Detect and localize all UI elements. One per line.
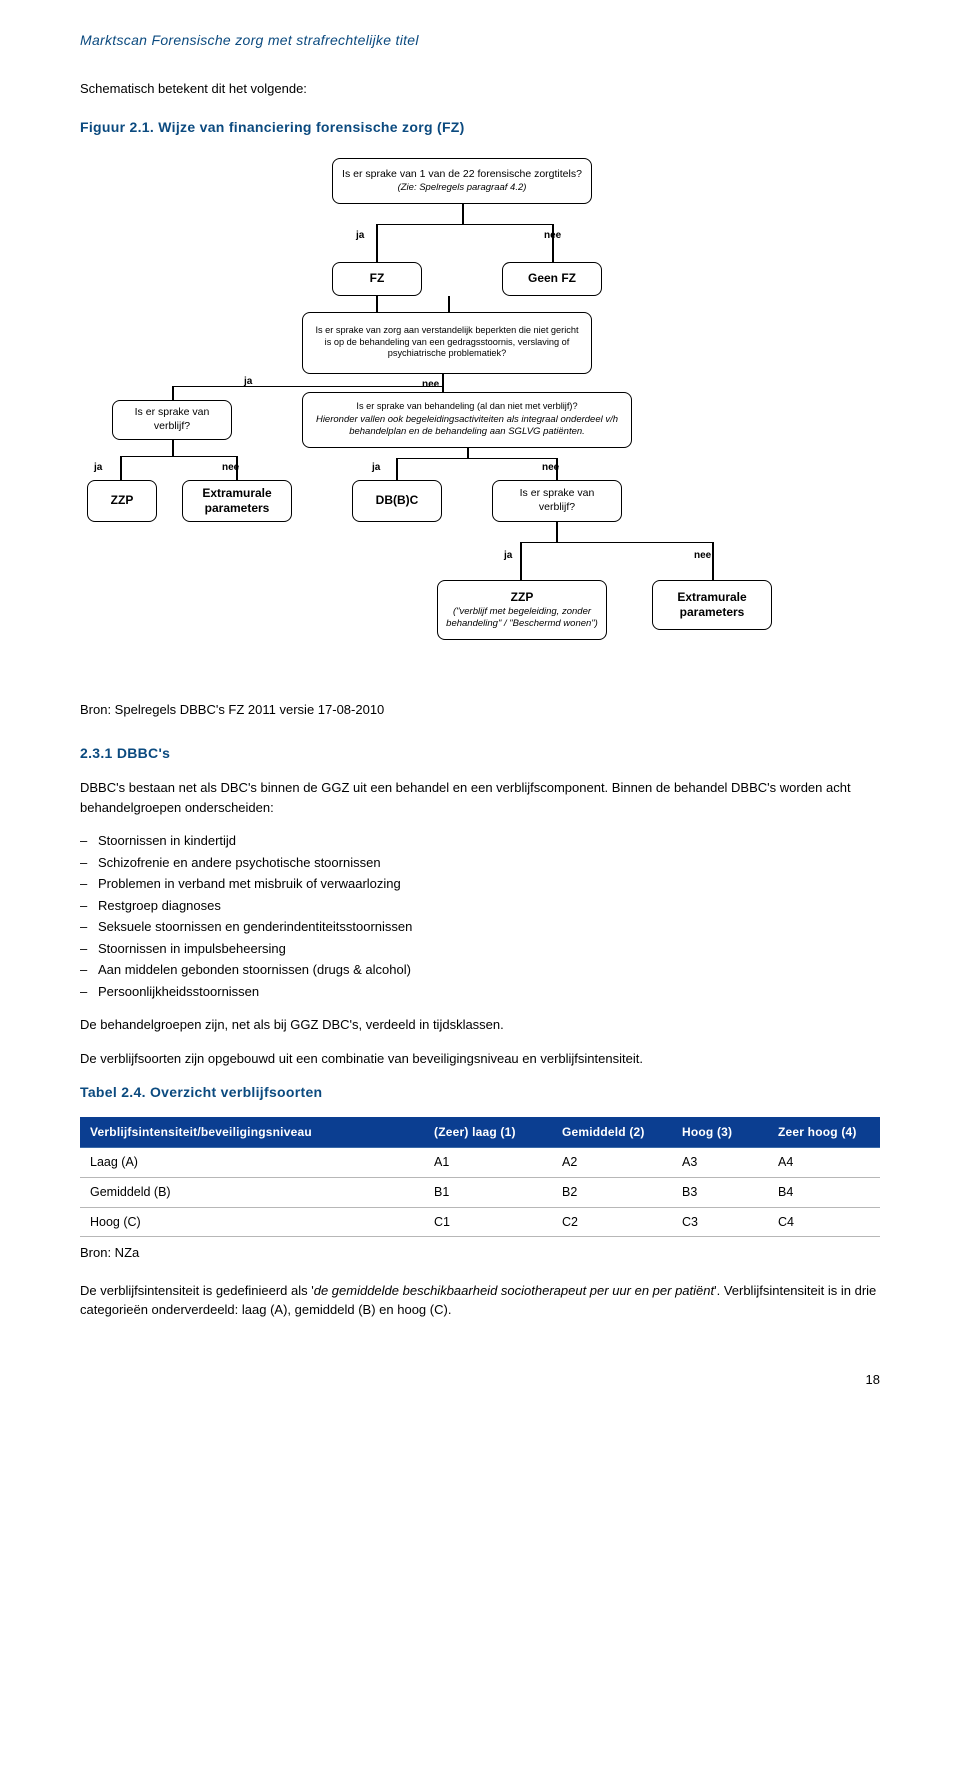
table-row: Gemiddeld (B)B1B2B3B4 (80, 1177, 880, 1207)
flowchart-connector (520, 542, 712, 544)
table-cell: A1 (424, 1148, 552, 1178)
list-item: Problemen in verband met misbruik of ver… (80, 874, 880, 894)
table-header-cell: Gemiddeld (2) (552, 1117, 672, 1148)
flowchart-connector (376, 296, 378, 312)
flowchart-node: Extramurale parameters (182, 480, 292, 522)
table-cell: C3 (672, 1207, 768, 1237)
flowchart-label: ja (372, 460, 380, 475)
table-header-cell: (Zeer) laag (1) (424, 1117, 552, 1148)
table-cell: Gemiddeld (B) (80, 1177, 424, 1207)
table-cell: C2 (552, 1207, 672, 1237)
closing-a: De verblijfsintensiteit is gedefinieerd … (80, 1283, 314, 1298)
flowchart-node: Is er sprake van verblijf? (112, 400, 232, 440)
list-item: Stoornissen in kindertijd (80, 831, 880, 851)
table-row: Hoog (C)C1C2C3C4 (80, 1207, 880, 1237)
table-cell: A4 (768, 1148, 880, 1178)
table-header-cell: Verblijfsintensiteit/beveiligingsniveau (80, 1117, 424, 1148)
figure-source: Bron: Spelregels DBBC's FZ 2011 versie 1… (80, 700, 880, 720)
doc-header: Marktscan Forensische zorg met strafrech… (80, 30, 880, 51)
list-item: Seksuele stoornissen en genderindentitei… (80, 917, 880, 937)
flowchart-connector (376, 312, 448, 314)
table-cell: C4 (768, 1207, 880, 1237)
list-item: Aan middelen gebonden stoornissen (drugs… (80, 960, 880, 980)
table-header-cell: Hoog (3) (672, 1117, 768, 1148)
flowchart-label: nee (694, 548, 711, 563)
table-cell: A2 (552, 1148, 672, 1178)
section-para-2: De behandelgroepen zijn, net als bij GGZ… (80, 1015, 880, 1035)
intro-text: Schematisch betekent dit het volgende: (80, 79, 880, 99)
list-item: Schizofrenie en andere psychotische stoo… (80, 853, 880, 873)
flowchart-node: FZ (332, 262, 422, 296)
table-caption: Tabel 2.4. Overzicht verblijfsoorten (80, 1082, 880, 1103)
table-cell: B1 (424, 1177, 552, 1207)
flowchart-node: Is er sprake van zorg aan verstandelijk … (302, 312, 592, 374)
table-cell: Laag (A) (80, 1148, 424, 1178)
flowchart-connector (396, 458, 556, 460)
flowchart-connector (442, 374, 444, 386)
section-para-1: DBBC's bestaan net als DBC's binnen de G… (80, 778, 880, 817)
table-cell: B3 (672, 1177, 768, 1207)
flowchart-connector (442, 386, 444, 392)
flowchart-node: Is er sprake van verblijf? (492, 480, 622, 522)
closing-paragraph: De verblijfsintensiteit is gedefinieerd … (80, 1281, 880, 1320)
verblijfsoorten-table: Verblijfsintensiteit/beveiligingsniveau(… (80, 1117, 880, 1237)
flowchart-label: ja (504, 548, 512, 563)
flowchart-diagram: Is er sprake van 1 van de 22 forensische… (72, 152, 832, 682)
flowchart-node: Is er sprake van behandeling (al dan nie… (302, 392, 632, 448)
behandelgroepen-list: Stoornissen in kindertijdSchizofrenie en… (80, 831, 880, 1001)
flowchart-connector (467, 448, 469, 458)
flowchart-connector (376, 224, 378, 262)
section-para-3: De verblijfsoorten zijn opgebouwd uit ee… (80, 1049, 880, 1069)
table-cell: C1 (424, 1207, 552, 1237)
page-number: 18 (80, 1370, 880, 1390)
flowchart-connector (120, 456, 236, 458)
table-cell: B4 (768, 1177, 880, 1207)
section-heading: 2.3.1 DBBC's (80, 743, 880, 764)
flowchart-node: DB(B)C (352, 480, 442, 522)
table-row: Laag (A)A1A2A3A4 (80, 1148, 880, 1178)
table-header-cell: Zeer hoog (4) (768, 1117, 880, 1148)
flowchart-connector (448, 296, 450, 312)
list-item: Stoornissen in impulsbeheersing (80, 939, 880, 959)
flowchart-connector (712, 542, 714, 580)
flowchart-connector (462, 204, 464, 224)
table-cell: A3 (672, 1148, 768, 1178)
flowchart-connector (236, 456, 238, 480)
list-item: Persoonlijkheidsstoornissen (80, 982, 880, 1002)
flowchart-node: ZZP("verblijf met begeleiding, zonder be… (437, 580, 607, 640)
flowchart-connector (396, 458, 398, 480)
flowchart-label: nee (422, 377, 439, 392)
table-cell: B2 (552, 1177, 672, 1207)
flowchart-node: Is er sprake van 1 van de 22 forensische… (332, 158, 592, 204)
table-cell: Hoog (C) (80, 1207, 424, 1237)
flowchart-connector (520, 542, 522, 580)
closing-italic: de gemiddelde beschikbaarheid sociothera… (314, 1283, 714, 1298)
list-item: Restgroep diagnoses (80, 896, 880, 916)
flowchart-connector (172, 386, 442, 388)
flowchart-connector (556, 458, 558, 480)
flowchart-connector (552, 224, 554, 262)
flowchart-connector (120, 456, 122, 480)
flowchart-connector (172, 386, 174, 400)
table-source: Bron: NZa (80, 1243, 880, 1263)
flowchart-connector (376, 224, 552, 226)
flowchart-node: Extramurale parameters (652, 580, 772, 630)
flowchart-node: ZZP (87, 480, 157, 522)
flowchart-node: Geen FZ (502, 262, 602, 296)
flowchart-label: ja (356, 228, 364, 243)
flowchart-connector (556, 522, 558, 542)
flowchart-label: ja (94, 460, 102, 475)
figure-caption: Figuur 2.1. Wijze van financiering foren… (80, 117, 880, 138)
flowchart-connector (172, 440, 174, 456)
